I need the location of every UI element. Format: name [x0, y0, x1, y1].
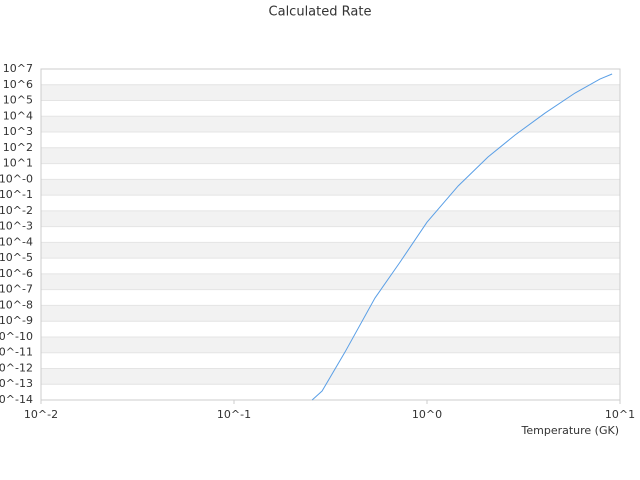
y-tick-label: 10^-14 [0, 393, 33, 406]
y-tick-label: 10^4 [3, 109, 33, 122]
plot-border [40, 68, 621, 401]
y-tick-label: 10^-13 [0, 377, 33, 390]
y-tick-label: 10^7 [3, 62, 33, 75]
y-tick-label: 10^-8 [0, 298, 33, 311]
y-tick-label: 10^-0 [0, 172, 33, 185]
grid-band [41, 179, 620, 196]
x-tick-label: 10^0 [412, 408, 442, 421]
y-tick-label: 10^-4 [0, 235, 33, 248]
y-tick-label: 10^-5 [0, 251, 33, 264]
grid-band [41, 336, 620, 353]
chart-title: Calculated Rate [269, 5, 372, 20]
grid-band [41, 210, 620, 227]
y-tick-label: 10^-12 [0, 361, 33, 374]
y-tick-label: 10^-1 [0, 188, 33, 201]
y-tick-label: 10^-3 [0, 220, 33, 233]
line-series [311, 73, 613, 401]
y-tick-label: 10^2 [3, 141, 33, 154]
x-tick-label: 10^1 [605, 408, 635, 421]
y-tick-label: 10^5 [3, 94, 33, 107]
y-tick-label: 10^6 [3, 78, 33, 91]
y-tick-label: 10^-7 [0, 283, 33, 296]
grid-band [41, 242, 620, 259]
grid-band [41, 273, 620, 290]
y-tick-label: 10^-11 [0, 346, 33, 359]
y-tick-label: 10^-9 [0, 314, 33, 327]
x-tick-label: 10^-2 [24, 408, 58, 421]
y-tick-label: 10^-2 [0, 204, 33, 217]
grid-band [41, 84, 620, 101]
grid-band [41, 147, 620, 164]
y-tick-label: 10^3 [3, 125, 33, 138]
x-tick-label: 10^-1 [217, 408, 251, 421]
y-tick-label: 10^-10 [0, 330, 33, 343]
x-axis-label: Temperature (GK) [521, 424, 620, 437]
grid-band [41, 305, 620, 322]
grid-band [41, 116, 620, 133]
y-tick-label: 10^1 [3, 157, 33, 170]
y-tick-label: 10^-6 [0, 267, 33, 280]
